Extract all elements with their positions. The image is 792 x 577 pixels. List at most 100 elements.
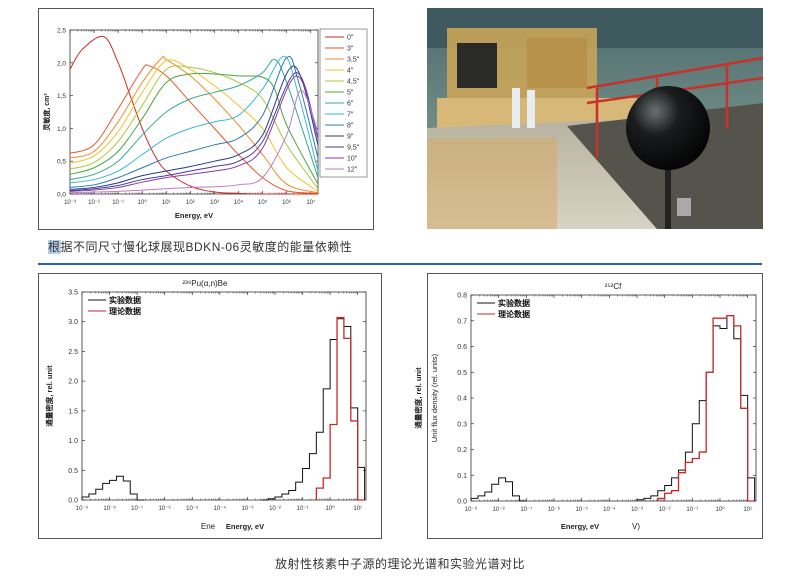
plot-area <box>81 291 367 501</box>
x-tick-label: 10⁻² <box>88 200 100 206</box>
x-tick-label: 10⁻⁴ <box>603 506 616 513</box>
x-tick-label: 10⁶ <box>282 199 292 206</box>
sensitivity-curve-11 <box>69 75 319 192</box>
x-tick-label: 10² <box>186 200 195 206</box>
y-tick-label: 1,5 <box>57 93 66 100</box>
plot-area <box>69 29 319 195</box>
x-tick-label: 10⁰ <box>715 506 725 513</box>
legend-label: 实验数据 <box>498 298 530 308</box>
chart-title: ²⁵²Cf <box>605 282 622 291</box>
y-tick-label: 1.0 <box>68 438 78 445</box>
y-tick-label: 3.0 <box>68 319 78 326</box>
y-tick-label: 0,0 <box>57 192 66 199</box>
legend-label: 4,5" <box>347 79 360 86</box>
x-tick-label: 10⁻³ <box>241 506 253 512</box>
x-tick-label: 10⁻³ <box>64 200 76 206</box>
y-axis-label-secondary: Unit flux density (rel. units) <box>430 353 439 442</box>
sensitivity-curve-2 <box>69 55 319 194</box>
sensitivity-chart-frame <box>38 8 374 230</box>
x-tick-label: 10⁻⁶ <box>548 506 561 513</box>
y-tick-label: 0,5 <box>57 159 66 166</box>
y-tick-label: 0.0 <box>68 498 78 505</box>
y-tick-label: 3.5 <box>68 290 78 297</box>
legend-label: 理论数据 <box>498 309 530 319</box>
x-axis-label-artifact: Ene <box>201 522 216 531</box>
x-tick-label: 10⁰ <box>138 199 148 206</box>
y-tick-label: 2.0 <box>68 379 78 386</box>
y-tick-label: 1.5 <box>68 408 78 415</box>
x-axis-label-artifact: V) <box>632 522 640 531</box>
y-axis-label: 通量密度, rel. unit <box>44 365 54 427</box>
x-tick-label: 10⁻¹ <box>686 507 698 513</box>
legend-label: 0" <box>347 35 354 42</box>
sensitivity-curve-8 <box>69 55 319 188</box>
cf-chart-frame <box>427 273 763 539</box>
x-tick-label: 10⁷ <box>306 199 315 206</box>
bottom-caption: 放射性核素中子源的理论光谱和实验光谱对比 <box>274 557 526 571</box>
caption-text: 据不同尺寸慢化球展现BDKN-06灵敏度的能量依赖性 <box>60 240 353 254</box>
x-axis-label: Energy, eV <box>561 522 599 531</box>
sensitivity-curve-4 <box>69 65 319 190</box>
legend-label: 实验数据 <box>109 295 141 305</box>
legend-label: 12" <box>347 167 358 174</box>
legend-label: 7" <box>347 112 354 119</box>
x-tick-label: 10⁻⁷ <box>520 506 532 513</box>
legend-box <box>319 28 368 178</box>
sensitivity-curve-7 <box>69 55 319 184</box>
y-axis-label: 通量密度, rel. unit <box>413 367 423 429</box>
y-tick-label: 0.0 <box>457 499 467 506</box>
legend-label: 9" <box>347 134 354 141</box>
legend-label: 9,5" <box>347 145 360 152</box>
x-tick-label: 10¹ <box>353 506 362 512</box>
sensitivity-curve-3 <box>69 59 319 192</box>
x-tick-label: 10⁰ <box>326 505 336 512</box>
x-tick-label: 10⁻¹ <box>297 506 309 512</box>
sensitivity-curve-0 <box>69 35 318 195</box>
legend-label: 6" <box>347 101 354 108</box>
x-tick-label: 10⁻³ <box>631 507 643 513</box>
x-tick-label: 10⁻⁸ <box>103 505 116 512</box>
legend-label: 5" <box>347 90 354 97</box>
legend-label: 3,5" <box>347 57 360 64</box>
y-tick-label: 0.2 <box>457 447 467 454</box>
sensitivity-curve-9 <box>69 65 319 190</box>
legend-label: 8" <box>347 123 354 130</box>
histogram-series-0 <box>81 318 366 501</box>
top-caption: 根据不同尺寸慢化球展现BDKN-06灵敏度的能量依赖性 <box>48 238 352 255</box>
y-tick-label: 2,5 <box>57 28 66 35</box>
section-divider <box>38 263 762 265</box>
y-tick-label: 0.8 <box>457 293 467 300</box>
x-tick-label: 10⁻⁵ <box>186 505 199 512</box>
y-tick-label: 0.1 <box>457 473 467 480</box>
y-tick-label: 0.4 <box>457 396 467 403</box>
x-tick-label: 10¹ <box>743 507 752 513</box>
y-axis-label: 灵敏度, cm² <box>42 93 51 131</box>
pube-chart-frame <box>38 273 382 539</box>
x-axis-label: Energy, eV <box>175 211 213 220</box>
x-tick-label: 10¹ <box>162 200 171 206</box>
y-tick-label: 0.5 <box>457 370 467 377</box>
sensitivity-curve-10 <box>69 72 319 192</box>
x-tick-label: 10³ <box>210 200 219 206</box>
histogram-series-0 <box>470 315 756 502</box>
x-axis-label: Energy, eV <box>226 522 264 531</box>
legend-label: 3" <box>347 46 354 53</box>
y-tick-label: 2,0 <box>57 60 66 67</box>
y-tick-label: 2.5 <box>68 349 78 356</box>
x-tick-label: 10⁵ <box>258 199 268 206</box>
detector-photo <box>427 8 763 229</box>
x-tick-label: 10⁻⁹ <box>465 506 478 513</box>
x-tick-label: 10⁻⁴ <box>214 505 227 512</box>
legend-label: 理论数据 <box>109 306 141 316</box>
x-tick-label: 10⁻⁶ <box>159 505 172 512</box>
caption-highlight: 根 <box>48 240 61 254</box>
x-tick-label: 10⁻⁵ <box>576 506 589 513</box>
sensitivity-curve-1 <box>69 64 319 194</box>
histogram-series-1 <box>315 316 365 501</box>
x-tick-label: 10⁻² <box>269 506 281 512</box>
y-tick-label: 0.7 <box>457 318 467 325</box>
x-tick-label: 10⁴ <box>234 199 244 206</box>
